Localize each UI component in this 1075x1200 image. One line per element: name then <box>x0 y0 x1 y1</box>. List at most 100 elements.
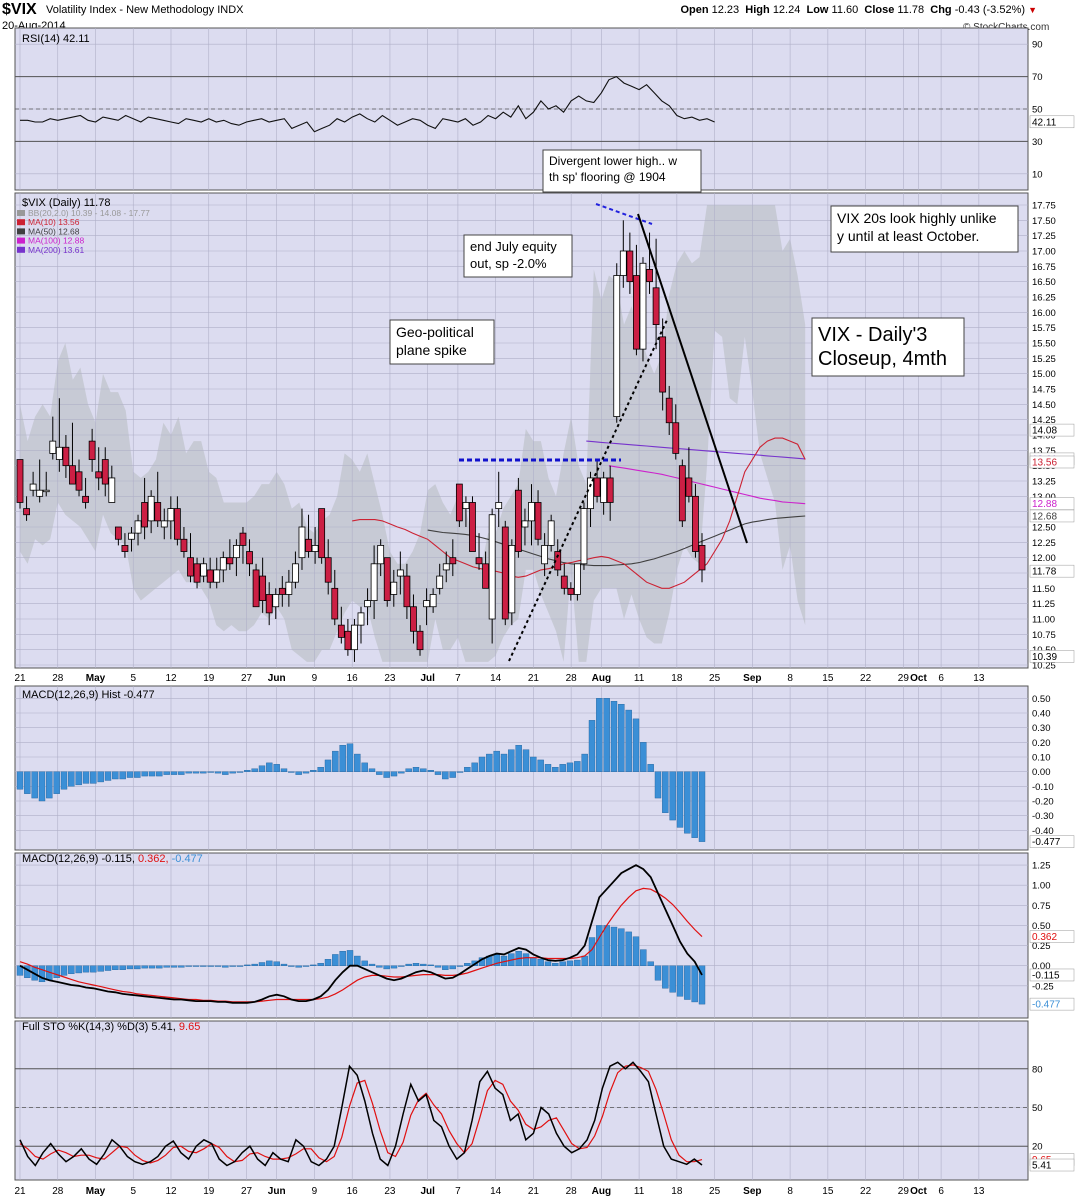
x-tick-label: 15 <box>822 673 834 684</box>
candle-body <box>567 587 575 595</box>
macd-panel-hist-bar <box>449 965 456 970</box>
macd-panel-hist-bar <box>68 965 75 974</box>
macd-hist-bar <box>288 771 295 773</box>
y-tick-label: 0.75 <box>1032 901 1051 912</box>
macd-hist-bar <box>647 764 654 772</box>
candle <box>344 619 352 656</box>
x-tick-label: 29 <box>898 673 910 684</box>
candle <box>429 588 437 613</box>
x-tick-label: 22 <box>860 1186 872 1197</box>
y-tick-label: 0.00 <box>1032 961 1051 972</box>
candle <box>436 563 444 595</box>
candle <box>292 551 299 589</box>
chart-symbol: $VIX <box>2 1 37 18</box>
candle-body <box>370 563 378 601</box>
annotation-divergent-box <box>542 149 702 193</box>
candle <box>423 588 430 626</box>
value-tag-box <box>1029 968 1075 982</box>
candle-body <box>29 483 37 491</box>
macd-panel-hist-bar <box>669 965 676 993</box>
macd-panel-hist-bar <box>398 965 405 967</box>
downtrend-line <box>637 213 748 544</box>
y-tick-label: 11.00 <box>1032 615 1055 626</box>
legend-swatch <box>17 246 25 253</box>
y-tick-label: 0.20 <box>1032 738 1051 749</box>
candle-body <box>147 495 155 522</box>
candle <box>351 619 358 662</box>
x-tick-label: 21 <box>528 673 540 684</box>
candle <box>285 569 293 607</box>
candle <box>128 527 135 552</box>
annotation-geo-political-text: Geo-political <box>396 324 474 340</box>
candle-body <box>587 477 594 509</box>
candle <box>534 490 542 546</box>
macd-hist-bar <box>632 718 640 772</box>
candle <box>160 508 168 540</box>
y-tick-label: 1.25 <box>1032 861 1051 872</box>
candle-body <box>206 569 214 583</box>
candle-body <box>298 526 306 559</box>
y-tick-label: 11.50 <box>1032 584 1055 595</box>
x-tick-label: 28 <box>566 1186 578 1197</box>
candle <box>200 557 208 583</box>
macd-hist-bar <box>390 771 398 777</box>
divergence-line <box>595 203 653 225</box>
y-tick-label: 70 <box>1032 72 1043 83</box>
candle <box>659 318 667 411</box>
macd-hist-bar <box>156 771 163 777</box>
candle-body <box>187 557 194 577</box>
candle-body <box>49 440 57 454</box>
candle-body <box>226 557 234 565</box>
rsi-line <box>20 75 715 133</box>
x-tick-label: 12 <box>165 1186 177 1197</box>
candle-body <box>685 477 693 497</box>
y-tick-label: 0.50 <box>1032 921 1051 932</box>
candle-body <box>252 569 260 608</box>
macd-hist-bar <box>295 771 302 775</box>
x-tick-label: 18 <box>671 1186 683 1197</box>
candle-body <box>508 545 516 614</box>
y-tick-label: 16.25 <box>1032 293 1056 304</box>
candle <box>462 496 470 527</box>
candle-body <box>659 336 667 393</box>
x-tick-label: 29 <box>898 1186 910 1197</box>
change-label: Chg <box>930 4 952 16</box>
candle <box>180 527 188 558</box>
candle <box>475 533 483 570</box>
y-tick-label: 13.25 <box>1032 477 1056 488</box>
ma100-line <box>608 465 806 505</box>
x-tick-label: 19 <box>203 1186 215 1197</box>
macd-panel-hist-bar <box>302 965 310 967</box>
candle <box>75 459 83 497</box>
candle-body <box>665 397 673 424</box>
y-tick-label: -0.40 <box>1032 826 1054 837</box>
macd-panel-hist-bar <box>280 963 288 966</box>
down-arrow-icon: ▼ <box>1028 5 1037 15</box>
macd-hist-bar <box>442 771 449 780</box>
macd-panel-hist-bar <box>75 965 82 974</box>
macd-hist-bar <box>500 753 508 772</box>
candle-body <box>180 538 188 552</box>
x-tick-label: 6 <box>938 673 944 684</box>
macd-hist-bar <box>251 768 258 772</box>
value-tag-box <box>1029 509 1075 523</box>
macd-hist-value-tag: -0.477 <box>1032 837 1061 848</box>
x-tick-label: Jun <box>268 1186 286 1197</box>
macd-signal-line <box>19 887 703 1003</box>
x-tick-label: 11 <box>634 673 645 684</box>
y-tick-label: 13.75 <box>1032 446 1056 457</box>
macd-panel-hist-bar <box>537 959 544 966</box>
candle <box>606 465 614 521</box>
macd-hist-bar <box>368 768 376 772</box>
x-tick-label: 14 <box>490 673 502 684</box>
candle <box>265 582 273 626</box>
x-tick-label: Aug <box>592 673 611 684</box>
sto-title: Full STO %K(14,3) %D(3) 5.41, 9.65 <box>22 1021 200 1033</box>
macd-panel-hist-bar <box>185 965 192 967</box>
candle <box>410 594 417 644</box>
macd-panel-hist-bar <box>464 963 471 966</box>
y-tick-label: 14.50 <box>1032 400 1056 411</box>
y-tick-label: 10.25 <box>1032 661 1056 672</box>
sto-d-line <box>19 1064 703 1164</box>
candle <box>619 220 627 288</box>
